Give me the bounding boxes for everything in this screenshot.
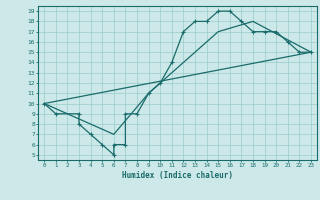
X-axis label: Humidex (Indice chaleur): Humidex (Indice chaleur): [122, 171, 233, 180]
